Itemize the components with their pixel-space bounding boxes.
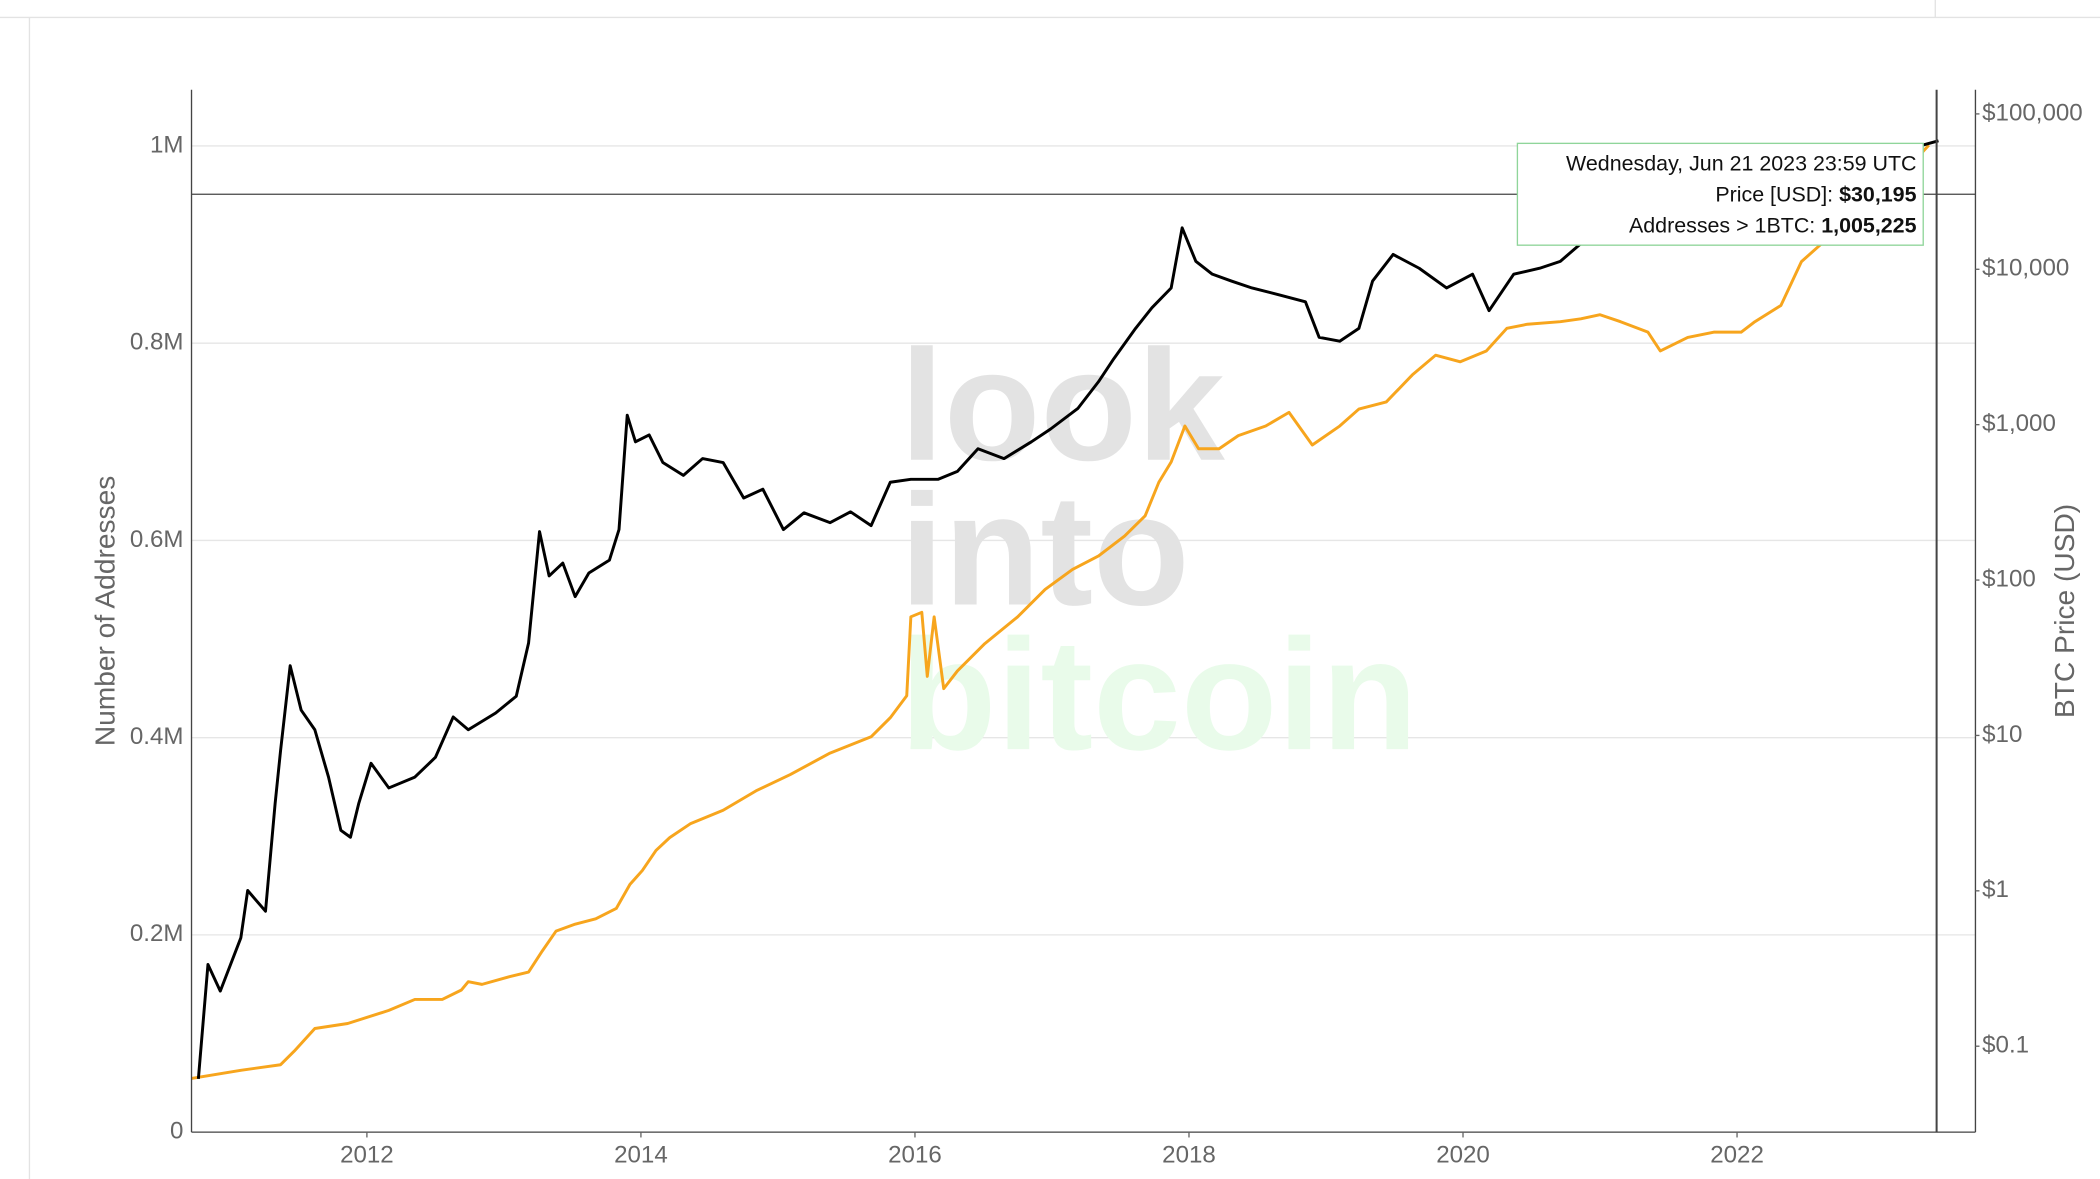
x-tick-label: 2016 [888, 1142, 942, 1169]
y-tick-label: 1M [150, 131, 183, 158]
series-line [196, 139, 1939, 1079]
y-tick-label: 0.2M [130, 920, 184, 947]
watermark: look into bitcoin [900, 318, 1418, 783]
y2-tick-label: $10 [1982, 721, 2022, 748]
y2-tick-label: $10,000 [1982, 255, 2069, 282]
y-tick-label: 0.8M [130, 329, 184, 356]
y2-tick-label: $1 [1982, 876, 2009, 903]
tooltip: Wednesday, Jun 21 2023 23:59 UTC Price [… [1516, 142, 1924, 246]
y2-tick-label: $0.1 [1982, 1032, 2029, 1059]
tooltip-value: $30,195 [1839, 182, 1917, 206]
tooltip-price: Price [USD]: $30,195 [1715, 182, 1916, 206]
tooltip-box [1516, 142, 1924, 246]
tooltip-label: Addresses > 1BTC: [1629, 213, 1815, 237]
x-tick-label: 2012 [340, 1142, 394, 1169]
y2-axis-title: BTC Price (USD) [2049, 504, 2080, 718]
watermark-text: into [900, 462, 1190, 638]
y-axis-title: Number of Addresses [90, 476, 121, 747]
tooltip-label: Price [USD]: [1715, 182, 1833, 206]
y2-tick-label: $1,000 [1982, 410, 2056, 437]
y2-tick-label: $100,000 [1982, 99, 2083, 126]
plot-lines [191, 139, 1939, 1080]
y-tick-label: 0 [170, 1117, 183, 1144]
x-tick-label: 2014 [614, 1142, 668, 1169]
x-tick-label: 2022 [1710, 1142, 1764, 1169]
tooltip-addresses: Addresses > 1BTC: 1,005,225 [1629, 213, 1917, 237]
y-tick-label: 0.6M [130, 526, 184, 553]
series-line [191, 144, 1930, 1080]
tooltip-value: 1,005,225 [1821, 213, 1916, 237]
watermark-text: bitcoin [900, 607, 1418, 783]
x-tick-label: 2020 [1436, 1142, 1490, 1169]
y-tick-label: 0.4M [130, 723, 184, 750]
y2-tick-label: $100 [1982, 565, 2036, 592]
tooltip-date: Wednesday, Jun 21 2023 23:59 UTC [1566, 151, 1916, 175]
watermark-text: look [900, 318, 1226, 494]
x-tick-label: 2018 [1162, 1142, 1216, 1169]
